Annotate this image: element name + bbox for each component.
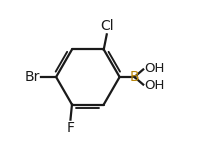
Text: Cl: Cl — [100, 19, 114, 33]
Text: B: B — [130, 70, 139, 84]
Text: Br: Br — [25, 70, 40, 84]
Text: OH: OH — [144, 79, 164, 92]
Text: OH: OH — [144, 62, 164, 75]
Text: F: F — [67, 121, 74, 135]
